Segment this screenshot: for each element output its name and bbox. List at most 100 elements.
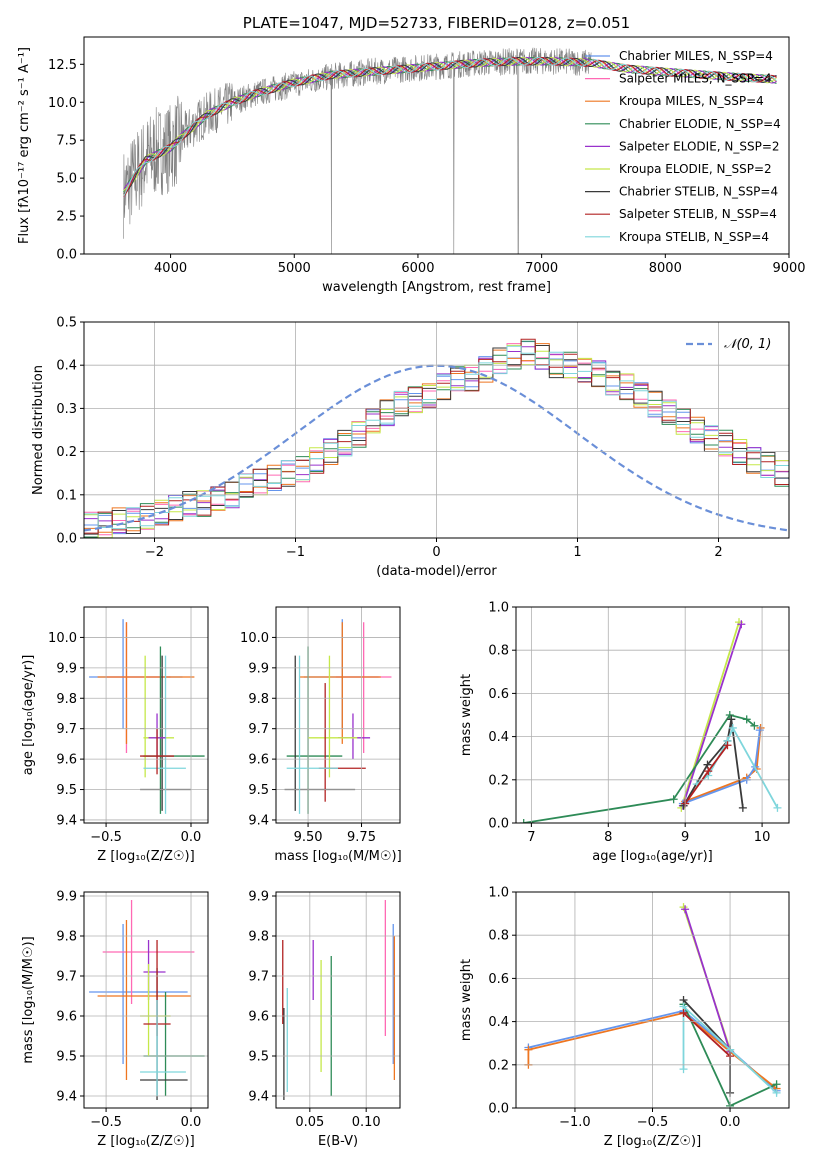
y-tick-label: 9.5 bbox=[248, 783, 269, 798]
legend-entry: Salpeter ELODIE, N_SSP=2 bbox=[619, 139, 780, 153]
y-tick-label: 10.0 bbox=[240, 631, 269, 646]
x-tick-label: 0.0 bbox=[720, 1115, 741, 1130]
y-tick-label: 9.4 bbox=[248, 813, 269, 828]
x-axis-label: (data-model)/error bbox=[376, 564, 497, 579]
x-tick-label: 9000 bbox=[772, 261, 805, 276]
mass_vs_ebv-frame bbox=[275, 891, 401, 1109]
weight_vs_Z-frame bbox=[515, 891, 790, 1109]
weight-point bbox=[742, 715, 751, 724]
weight-point bbox=[669, 795, 678, 804]
x-axis-label: E(B-V) bbox=[318, 1134, 358, 1149]
weight-point bbox=[773, 803, 782, 812]
weight-point bbox=[519, 819, 528, 823]
weight-line bbox=[682, 1004, 778, 1094]
y-tick-label: 0.8 bbox=[488, 644, 509, 659]
y-axis-label: age [log₁₀(age/yr)] bbox=[21, 655, 36, 776]
weight-point bbox=[737, 620, 746, 629]
y-axis-label: mass weight bbox=[459, 959, 474, 1041]
weight-point bbox=[727, 715, 736, 724]
y-tick-label: 0.1 bbox=[56, 488, 77, 503]
weight-line bbox=[682, 729, 761, 805]
x-axis-label: Z [log₁₀(Z/Z☉)] bbox=[604, 1134, 701, 1149]
y-tick-label: 9.7 bbox=[248, 722, 269, 737]
y-tick-label: 9.4 bbox=[248, 1090, 269, 1105]
y-tick-label: 9.9 bbox=[56, 890, 77, 905]
y-tick-label: 0.2 bbox=[488, 773, 509, 788]
y-tick-label: 0.0 bbox=[56, 532, 77, 547]
residuals-plot-area bbox=[84, 338, 789, 538]
legend-entry: Chabrier ELODIE, N_SSP=4 bbox=[619, 117, 781, 131]
y-tick-label: 9.8 bbox=[248, 692, 269, 707]
observed-spectrum bbox=[123, 47, 592, 254]
weight-point bbox=[723, 741, 732, 750]
x-axis-label: age [log₁₀(age/yr)] bbox=[592, 849, 713, 864]
weight-point bbox=[679, 1008, 688, 1017]
y-tick-label: 9.8 bbox=[56, 692, 77, 707]
y-tick-label: 9.6 bbox=[56, 753, 77, 768]
y-axis-label: mass weight bbox=[459, 674, 474, 756]
x-tick-label: 9 bbox=[681, 830, 689, 845]
y-tick-label: 9.4 bbox=[56, 1090, 77, 1105]
y-tick-label: 2.5 bbox=[56, 210, 77, 225]
y-tick-label: 9.8 bbox=[56, 930, 77, 945]
x-tick-label: 9.75 bbox=[347, 830, 376, 845]
mass_vs_ebv-plot-area bbox=[282, 900, 396, 1100]
x-tick-label: 7 bbox=[527, 830, 535, 845]
x-tick-label: 2 bbox=[714, 545, 722, 560]
model-spectrum-line bbox=[123, 56, 777, 190]
chart-title: PLATE=1047, MJD=52733, FIBERID=0128, z=0… bbox=[243, 14, 630, 32]
x-tick-label: 5000 bbox=[278, 261, 311, 276]
y-tick-label: 9.7 bbox=[56, 970, 77, 985]
x-tick-label: 0.0 bbox=[181, 830, 202, 845]
weight-point bbox=[772, 1080, 781, 1089]
y-tick-label: 0.6 bbox=[488, 687, 509, 702]
x-axis-label: mass [log₁₀(M/M☉)] bbox=[274, 849, 401, 864]
legend-entry: Kroupa ELODIE, N_SSP=2 bbox=[619, 162, 772, 176]
residuals-frame bbox=[83, 321, 790, 539]
y-tick-label: 9.8 bbox=[248, 930, 269, 945]
y-axis-label: Normed distribution bbox=[31, 365, 46, 495]
weight-point bbox=[728, 723, 737, 732]
legend-entry: Chabrier STELIB, N_SSP=4 bbox=[619, 185, 778, 199]
weight-point bbox=[703, 760, 712, 769]
y-tick-label: 10.0 bbox=[48, 96, 77, 111]
age_vs_Z-plot-area bbox=[89, 619, 205, 814]
y-tick-label: 5.0 bbox=[56, 172, 77, 187]
x-tick-label: 0.10 bbox=[352, 1115, 381, 1130]
model-spectrum-line bbox=[123, 56, 777, 195]
model-spectrum-line bbox=[123, 57, 777, 197]
y-tick-label: 0.2 bbox=[488, 1058, 509, 1073]
y-tick-label: 0.5 bbox=[56, 316, 77, 331]
residual-histogram-step bbox=[84, 346, 789, 534]
x-tick-label: −1.0 bbox=[559, 1115, 591, 1130]
x-tick-label: −0.5 bbox=[90, 830, 122, 845]
y-tick-label: 12.5 bbox=[48, 58, 77, 73]
x-tick-label: −2 bbox=[145, 545, 164, 560]
y-tick-label: 0.4 bbox=[56, 359, 77, 374]
weight-point bbox=[772, 1088, 781, 1097]
y-axis-label: Flux [fλ10⁻¹⁷ erg cm⁻² s⁻¹ A⁻¹] bbox=[17, 47, 32, 244]
weight-point bbox=[681, 905, 690, 914]
y-tick-label: 9.6 bbox=[248, 1010, 269, 1025]
weight-line bbox=[684, 909, 731, 1053]
y-tick-label: 9.9 bbox=[248, 890, 269, 905]
y-tick-label: 1.0 bbox=[488, 601, 509, 616]
x-tick-label: 0.0 bbox=[181, 1115, 202, 1130]
x-tick-label: 6000 bbox=[401, 261, 434, 276]
age_vs_mass-frame bbox=[275, 606, 401, 824]
legend-entry: Salpeter STELIB, N_SSP=4 bbox=[619, 207, 777, 221]
x-tick-label: 7000 bbox=[525, 261, 558, 276]
weight-line bbox=[682, 624, 743, 806]
y-tick-label: 10.0 bbox=[48, 631, 77, 646]
residual-histogram-step bbox=[84, 345, 789, 530]
spectrum-frame bbox=[83, 36, 790, 255]
age_vs_mass-plot-area bbox=[284, 619, 392, 814]
y-tick-label: 0.4 bbox=[488, 730, 509, 745]
x-tick-label: 0 bbox=[432, 545, 440, 560]
weight-point bbox=[725, 711, 734, 719]
x-tick-label: 4000 bbox=[154, 261, 187, 276]
legend-entry: Kroupa MILES, N_SSP=4 bbox=[619, 94, 764, 108]
x-tick-label: 8 bbox=[604, 830, 612, 845]
x-axis-label: Z [log₁₀(Z/Z☉)] bbox=[97, 849, 194, 864]
